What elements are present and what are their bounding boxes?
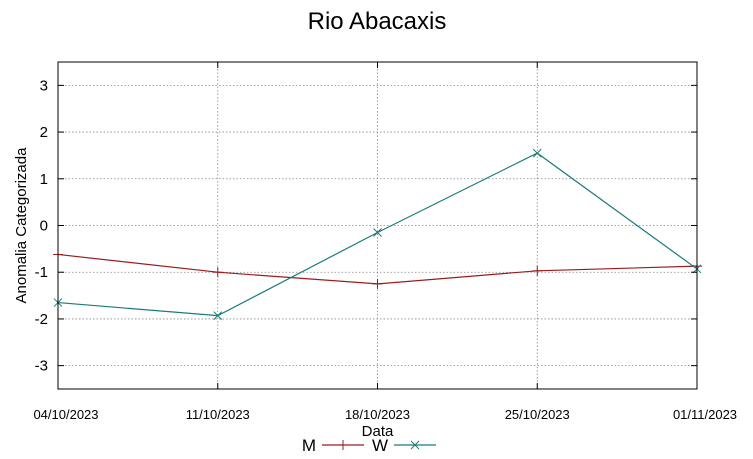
y-tick-label: -3 [35, 358, 48, 375]
y-tick-label: 1 [40, 171, 48, 188]
data-point-w [213, 311, 223, 321]
x-axis-label: Data [362, 423, 394, 440]
data-point-m [372, 278, 383, 289]
x-tick-label: 11/10/2023 [186, 407, 250, 422]
y-axis-ticks: -3 -2 -1 0 1 2 3 [35, 77, 697, 375]
data-point-m [212, 267, 223, 278]
marker-stroke [532, 148, 542, 158]
y-tick-label: -2 [35, 311, 48, 328]
y-tick-label: -1 [35, 264, 48, 281]
legend-label-m: M [302, 436, 316, 455]
marker-stroke [373, 228, 382, 237]
x-tick-label: 04/10/2023 [33, 407, 98, 422]
x-tick-label: 18/10/2023 [345, 407, 410, 422]
data-point-w [373, 228, 382, 237]
x-tick-label: 01/11/2023 [673, 407, 737, 422]
plot-series [53, 148, 702, 321]
y-axis-label: Anomalia Categorizada [13, 147, 30, 304]
grid [58, 62, 697, 389]
marker-stroke [213, 311, 223, 321]
legend-label-w: W [372, 436, 388, 455]
x-tick-label: 25/10/2023 [505, 407, 570, 422]
x-axis-ticks: 04/10/2023 11/10/2023 18/10/2023 25/10/2023… [33, 62, 737, 422]
y-tick-label: 0 [40, 218, 48, 235]
chart-title: Rio Abacaxis [308, 8, 447, 35]
data-point-m [532, 265, 543, 276]
legend-marker-m [338, 440, 348, 450]
legend-marker-w [410, 440, 420, 450]
data-point-w [532, 148, 542, 158]
y-tick-label: 3 [40, 77, 48, 94]
y-tick-label: 2 [40, 124, 48, 141]
marker-stroke [410, 440, 420, 450]
